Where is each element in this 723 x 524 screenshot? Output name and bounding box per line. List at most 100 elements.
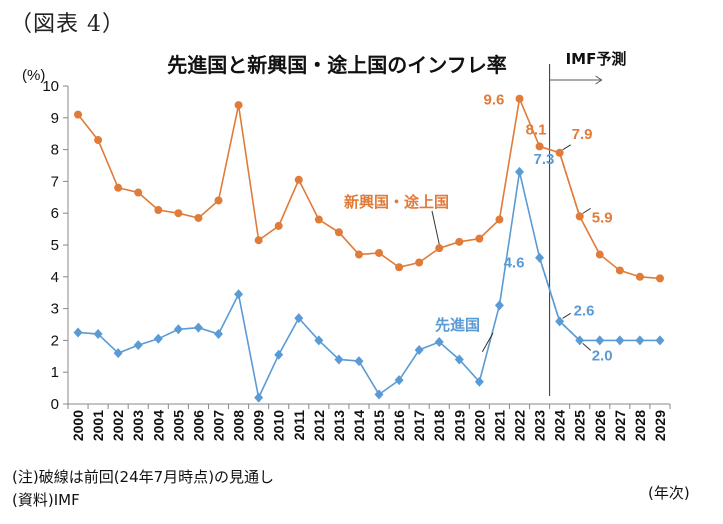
data-label-advanced: 4.6	[504, 255, 525, 272]
data-point-advanced	[454, 354, 464, 365]
previous-forecast-line-advanced	[538, 257, 581, 341]
x-tick-label: 2007	[211, 410, 227, 441]
data-point-advanced	[374, 389, 384, 400]
data-label-leader	[582, 207, 591, 214]
y-tick-label: 6	[51, 205, 59, 222]
data-point-advanced	[153, 333, 163, 344]
data-point-emerging	[515, 94, 524, 103]
data-point-emerging	[375, 248, 384, 257]
data-point-emerging	[134, 188, 143, 197]
y-tick-label: 5	[51, 237, 59, 254]
x-tick-label: 2012	[311, 410, 327, 441]
forecast-arrow-head	[595, 75, 603, 85]
data-point-advanced	[414, 344, 424, 355]
x-tick-label: 2016	[391, 410, 407, 441]
data-label-leader	[582, 343, 592, 351]
data-point-emerging	[154, 206, 163, 215]
data-point-advanced	[294, 313, 304, 324]
data-point-emerging	[194, 213, 203, 222]
x-tick-label: 2021	[491, 410, 507, 441]
data-label-advanced: 2.6	[574, 302, 595, 319]
x-tick-label: 2025	[572, 410, 588, 441]
data-label-leader	[562, 312, 571, 319]
x-tick-label: 2010	[271, 410, 287, 441]
leader-line-advanced	[481, 332, 494, 352]
data-point-emerging	[415, 258, 424, 267]
data-point-advanced	[133, 340, 143, 351]
y-tick-label: 10	[42, 78, 59, 95]
data-point-emerging	[294, 175, 303, 184]
axes: 0 1 2 3 4 5 6 7 8 9 10 2000 2001 2002 2003 2004 2005 2006…	[42, 78, 671, 441]
x-tick-label: 2005	[170, 410, 186, 441]
x-tick-label: 2026	[592, 410, 608, 441]
data-label-emerging: 5.9	[592, 209, 613, 226]
data-label-emerging: 8.1	[526, 121, 547, 138]
data-point-emerging	[635, 272, 644, 281]
data-point-advanced	[635, 335, 645, 346]
x-tick-label: 2009	[251, 410, 267, 441]
data-point-emerging	[395, 263, 404, 272]
data-point-advanced	[555, 316, 565, 327]
x-tick-label: 2024	[552, 410, 568, 441]
data-point-advanced	[214, 329, 223, 340]
data-point-advanced	[655, 335, 665, 346]
data-label-emerging: 7.9	[572, 126, 593, 143]
data-point-advanced	[575, 335, 585, 346]
data-point-emerging	[74, 110, 83, 119]
data-point-advanced	[113, 348, 123, 359]
data-point-advanced	[254, 392, 264, 403]
data-point-advanced	[173, 324, 183, 335]
y-tick-label: 3	[51, 301, 59, 318]
chart-title: 先進国と新興国・途上国のインフレ率	[167, 53, 506, 77]
data-point-emerging	[655, 274, 664, 283]
data-point-emerging	[575, 212, 584, 221]
forecast-label: IMF予測	[566, 50, 627, 68]
note-dashed: (注)破線は前回(24年7月時点)の見通し	[12, 468, 275, 486]
x-tick-label: 2023	[532, 410, 548, 441]
series-label-advanced: 先進国	[435, 316, 480, 334]
data-point-emerging	[274, 221, 283, 230]
x-tick-label: 2019	[451, 410, 467, 441]
x-tick-label: 2011	[291, 410, 307, 441]
data-label-leader	[562, 144, 571, 151]
data-point-emerging	[435, 244, 444, 253]
x-tick-label: 2003	[130, 410, 146, 441]
y-axis-unit: (%)	[22, 67, 45, 84]
x-tick-label: 2008	[231, 410, 247, 441]
data-point-advanced	[354, 356, 364, 367]
data-point-advanced	[535, 252, 545, 263]
data-point-emerging	[114, 183, 123, 192]
x-tick-label: 2004	[150, 410, 166, 441]
data-point-emerging	[214, 196, 223, 205]
x-tick-label: 2029	[652, 410, 668, 441]
data-point-emerging	[595, 250, 604, 259]
x-tick-label: 2020	[471, 410, 487, 441]
series-line-advanced	[77, 171, 660, 401]
x-tick-label: 2002	[110, 410, 126, 441]
data-point-advanced	[93, 329, 103, 340]
data-point-emerging	[555, 148, 564, 157]
x-tick-label: 2018	[431, 410, 447, 441]
data-point-advanced	[274, 349, 284, 360]
data-point-advanced	[234, 289, 244, 300]
x-tick-label: 2027	[612, 410, 628, 441]
y-tick-label: 0	[51, 396, 59, 413]
data-point-emerging	[254, 236, 263, 245]
figure-label: （図表 4）	[10, 12, 125, 37]
data-point-emerging	[615, 266, 624, 275]
x-tick-label: 2000	[70, 410, 86, 441]
data-point-advanced	[314, 335, 324, 346]
data-point-emerging	[314, 215, 323, 224]
data-point-advanced	[434, 336, 444, 347]
data-point-advanced	[494, 300, 504, 311]
y-tick-label: 9	[51, 110, 59, 127]
y-tick-label: 4	[51, 269, 59, 286]
data-point-emerging	[535, 142, 544, 151]
x-tick-label: 2006	[190, 410, 206, 441]
data-point-emerging	[475, 234, 484, 243]
x-tick-label: 2014	[351, 410, 367, 441]
y-tick-label: 2	[51, 332, 59, 349]
x-tick-label: 2022	[512, 410, 528, 441]
